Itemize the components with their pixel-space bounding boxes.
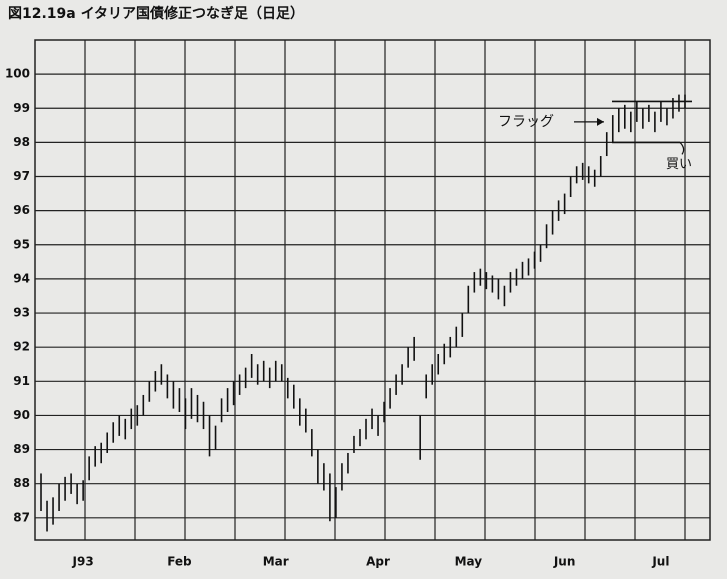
y-tick-label: 97	[13, 169, 30, 183]
x-tick-label: Jul	[651, 555, 669, 569]
plot-border	[34, 39, 711, 541]
y-tick-label: 92	[13, 340, 30, 354]
x-tick-label: J93	[72, 555, 94, 569]
y-tick-label: 93	[13, 306, 30, 320]
x-tick-label: Feb	[167, 555, 192, 569]
y-tick-label: 98	[13, 135, 30, 149]
flag-arrowhead	[597, 117, 604, 126]
y-tick-label: 96	[13, 203, 30, 217]
y-tick-label: 94	[13, 271, 30, 285]
y-tick-label: 95	[13, 237, 30, 251]
x-tick-label: May	[455, 555, 483, 569]
y-tick-label: 100	[5, 67, 30, 81]
buy-arrow	[679, 141, 685, 155]
y-tick-label: 88	[13, 476, 30, 490]
plot-frame	[34, 39, 711, 541]
x-tick-label: Apr	[366, 555, 390, 569]
chart-title: 図12.19a イタリア国債修正つなぎ足（日足）	[8, 5, 304, 22]
x-tick-label: Jun	[553, 555, 576, 569]
flag-label: フラッグ	[498, 114, 554, 130]
x-tick-label: Mar	[263, 555, 289, 569]
buy-label: 買い	[666, 157, 692, 172]
y-tick-label: 91	[13, 374, 30, 388]
y-tick-label: 99	[13, 101, 30, 115]
y-tick-label: 89	[13, 442, 30, 456]
y-tick-label: 87	[13, 510, 30, 524]
y-tick-label: 90	[13, 408, 30, 422]
